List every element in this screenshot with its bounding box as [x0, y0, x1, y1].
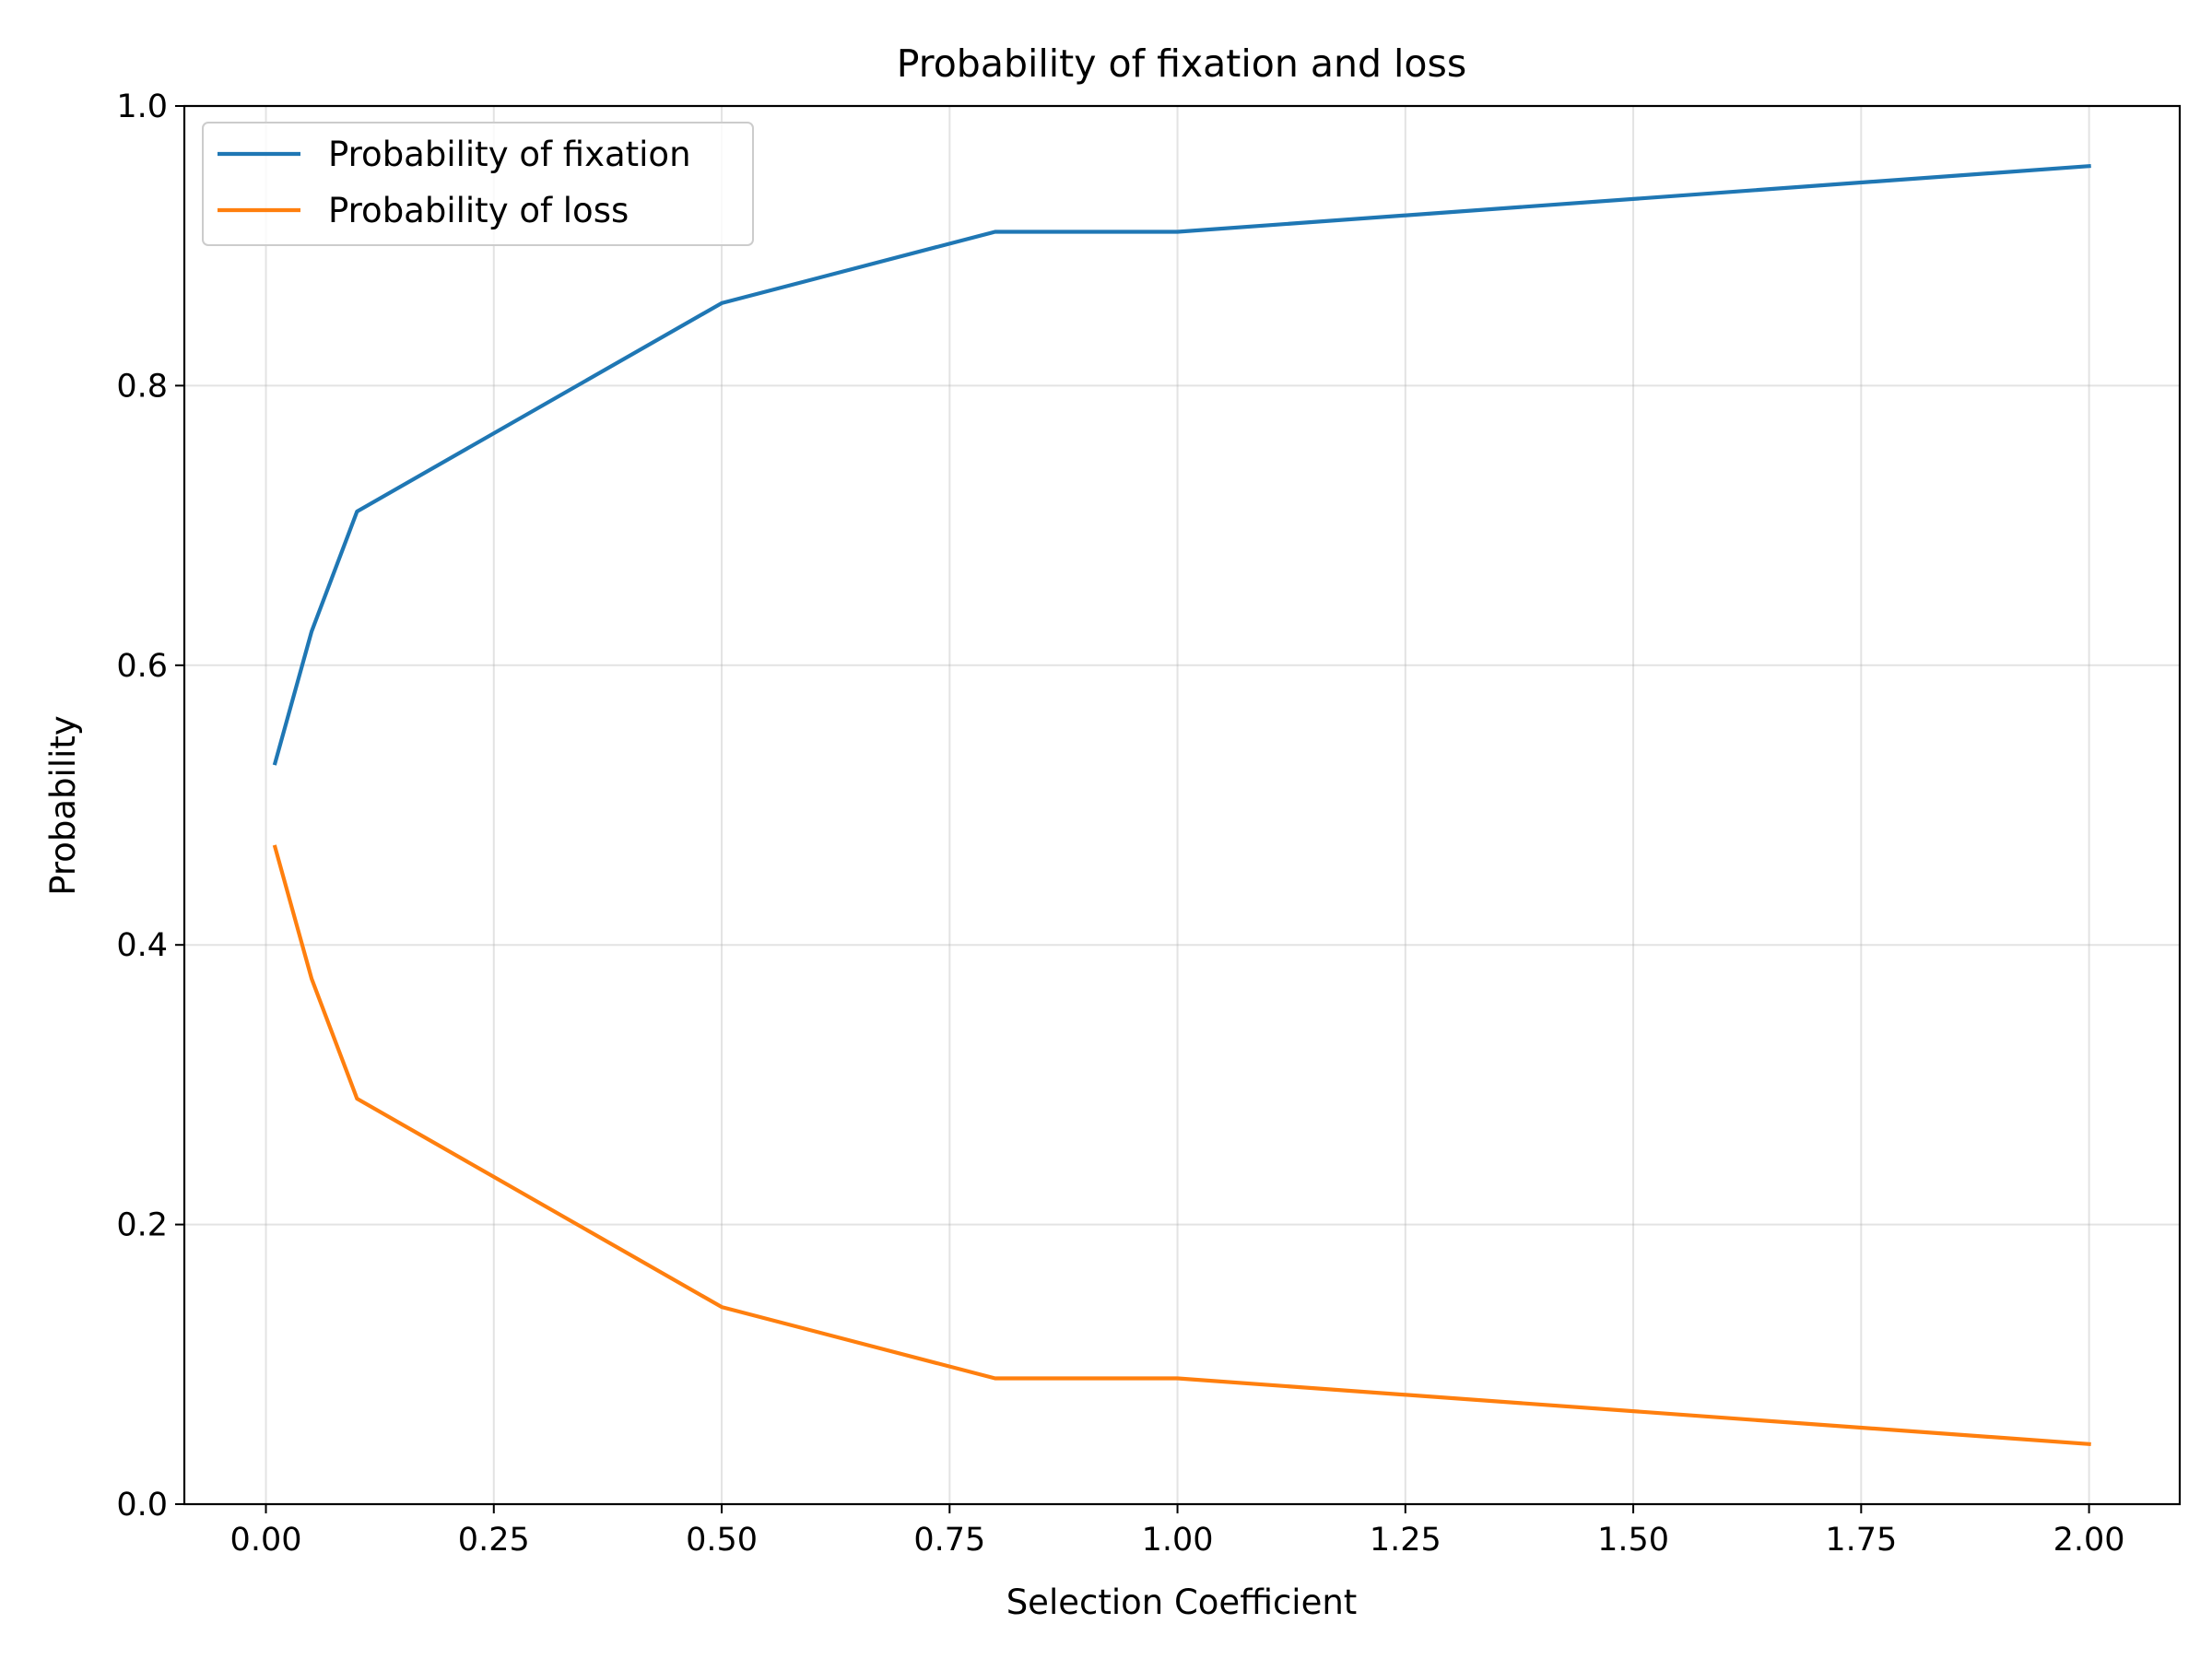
x-tick-label: 0.50 — [686, 1522, 758, 1559]
chart-title: Probability of fixation and loss — [897, 41, 1466, 86]
x-tick-label: 1.00 — [1142, 1522, 1214, 1559]
data-series — [272, 163, 2091, 1447]
y-tick-label: 0.4 — [116, 927, 168, 964]
x-tick-label: 1.75 — [1825, 1522, 1897, 1559]
y-axis-label: Probability — [43, 715, 83, 896]
legend-label: Probability of loss — [328, 191, 629, 230]
legend: Probability of fixation Probability of lo… — [202, 122, 754, 246]
y-tick-label: 0.8 — [116, 368, 168, 405]
x-tick-label: 1.25 — [1370, 1522, 1441, 1559]
x-tick-label: 1.50 — [1597, 1522, 1669, 1559]
series-line — [272, 844, 2091, 1447]
axis-ticks: 0.00 0.25 0.50 0.75 1.00 1.25 1.50 1.75 2.00 0.0 0… — [116, 88, 2124, 1559]
y-tick-label: 0.6 — [116, 648, 168, 685]
legend-box — [202, 122, 754, 246]
y-tick-label: 0.0 — [116, 1487, 168, 1524]
plot-frame — [182, 104, 2182, 1506]
x-tick-label: 0.25 — [458, 1522, 530, 1559]
legend-label: Probability of fixation — [328, 135, 691, 174]
x-tick-label: 0.75 — [913, 1522, 985, 1559]
grid-lines — [184, 105, 2180, 1505]
y-tick-label: 1.0 — [116, 88, 168, 125]
x-tick-label: 0.00 — [230, 1522, 302, 1559]
series-line — [272, 163, 2091, 766]
y-tick-label: 0.2 — [116, 1207, 168, 1244]
x-tick-label: 2.00 — [2053, 1522, 2125, 1559]
x-axis-label: Selection Coefficient — [1006, 1583, 1358, 1622]
